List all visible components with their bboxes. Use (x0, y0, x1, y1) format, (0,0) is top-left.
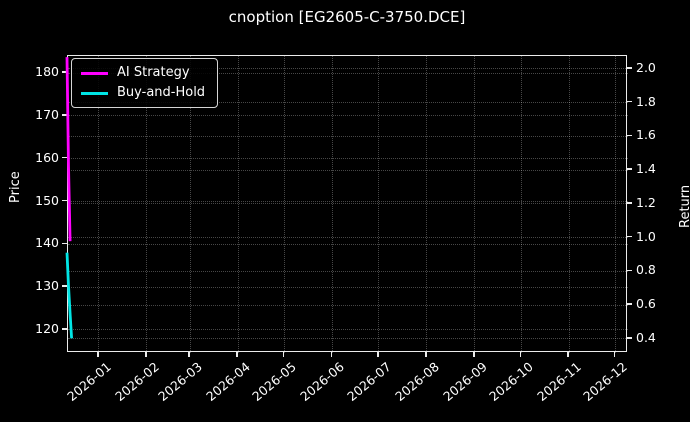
legend-line-swatch-ai-strategy (81, 71, 108, 75)
right-axis-tick-label: 1.8 (636, 93, 656, 109)
v-gridline (98, 56, 100, 353)
h-gridline (68, 115, 628, 117)
left-axis-tick-label: 150 (35, 192, 59, 208)
right-axis-tick-label: 0.6 (636, 296, 656, 312)
h-gridline (68, 329, 628, 331)
x-tick-mark (613, 352, 616, 357)
v-gridline (568, 56, 570, 353)
v-gridline (474, 56, 476, 353)
left-tick-mark (62, 285, 67, 287)
right-axis-tick-label: 1.4 (636, 161, 656, 177)
x-tick-mark (377, 352, 379, 357)
x-tick-mark (236, 352, 238, 357)
left-tick-mark (62, 114, 67, 116)
x-tick-mark (567, 352, 569, 357)
right-tick-mark (627, 100, 632, 103)
v-gridline (332, 56, 334, 353)
v-gridline (237, 56, 239, 353)
legend-item-ai-strategy: AI Strategy (81, 65, 205, 81)
x-tick-mark (330, 352, 333, 357)
right-axis-tick-label: 1.2 (636, 194, 656, 210)
x-tick-mark (519, 352, 521, 357)
left-axis-tick-label: 120 (35, 320, 59, 336)
x-tick-mark (97, 352, 99, 357)
v-gridline (378, 56, 380, 353)
h-gridline (68, 169, 628, 171)
x-tick-mark (145, 352, 147, 357)
chart-title: cnoption [EG2605-C-3750.DCE] (228, 8, 466, 26)
right-tick-mark (627, 67, 632, 69)
right-axis-tick-label: 1.0 (636, 228, 656, 244)
legend-label-buy-and-hold: Buy-and-Hold (117, 85, 206, 100)
legend-item-buy-and-hold: Buy-and-Hold (81, 85, 205, 101)
h-gridline (68, 203, 628, 205)
right-axis-tick-label: 0.8 (636, 262, 656, 278)
right-tick-mark (627, 269, 632, 272)
v-gridline (284, 56, 286, 353)
left-axis-tick-label: 180 (35, 64, 59, 80)
left-axis-tick-label: 170 (35, 106, 59, 122)
h-gridline (68, 270, 628, 272)
h-gridline (68, 286, 628, 288)
series-line-buy-and-hold (65, 252, 73, 339)
left-tick-mark (62, 199, 67, 202)
series-line-ai-strategy (65, 57, 72, 242)
left-axis-tick-label: 130 (35, 278, 59, 294)
h-gridline (68, 135, 628, 137)
right-tick-mark (627, 168, 632, 170)
right-tick-mark (627, 337, 632, 339)
h-gridline (68, 102, 628, 104)
right-tick-mark (627, 303, 632, 305)
x-tick-mark (188, 352, 190, 357)
h-gridline (68, 201, 628, 202)
h-gridline (68, 158, 628, 160)
h-gridline (68, 72, 628, 74)
v-gridline (426, 56, 428, 353)
v-gridline (189, 56, 191, 353)
h-gridline (68, 304, 628, 306)
x-tick-mark (282, 352, 285, 357)
left-tick-mark (62, 71, 67, 73)
h-gridline (68, 338, 628, 340)
x-tick-mark (425, 352, 427, 357)
plot-area: AI Strategy Buy-and-Hold (67, 55, 628, 353)
legend: AI Strategy Buy-and-Hold (71, 58, 219, 108)
right-tick-mark (627, 134, 632, 137)
right-tick-mark (627, 235, 632, 238)
left-tick-mark (62, 328, 67, 330)
right-axis-tick-label: 0.4 (636, 329, 656, 345)
legend-label-ai-strategy: AI Strategy (117, 65, 190, 80)
x-tick-mark (473, 352, 475, 357)
v-gridline (146, 56, 148, 353)
v-gridline (615, 56, 617, 353)
left-axis-tick-label: 140 (35, 235, 59, 251)
right-axis-tick-label: 1.6 (636, 127, 656, 143)
v-gridline (520, 56, 522, 353)
legend-line-swatch-buy-and-hold (81, 91, 108, 95)
h-gridline (68, 68, 628, 70)
h-gridline (68, 243, 628, 245)
left-axis-tick-label: 160 (35, 149, 59, 165)
left-tick-mark (62, 242, 67, 245)
right-axis-tick-label: 2.0 (636, 59, 656, 75)
right-tick-mark (627, 202, 632, 204)
h-gridline (68, 237, 628, 239)
left-tick-mark (62, 156, 67, 159)
